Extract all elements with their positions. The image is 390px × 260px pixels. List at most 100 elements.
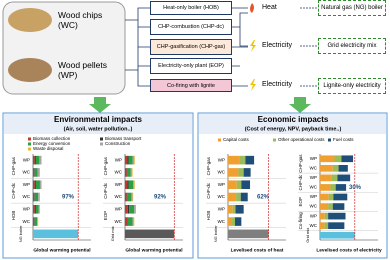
row-label: WC [310,166,318,171]
bar-segment [228,192,237,202]
panel-subtitle: (Air, soil, water pollution..) [64,126,133,132]
reference-label: NG boiler [18,225,23,243]
bar-segment [332,164,339,172]
group-label: CHP-dc [103,182,108,199]
bar-segment [232,217,235,226]
row-label: WP [310,194,317,199]
legend-swatch [28,147,31,151]
row-label: WC [115,219,123,224]
bar-segment [39,180,42,190]
bar-segment [320,212,325,220]
bar-segment [127,217,128,226]
bar-segment [243,168,251,177]
group-label: EOP [103,211,108,221]
bar-segment [37,217,39,226]
bar-segment [234,217,242,226]
bar-segment [39,155,42,165]
group-label: EOP [298,197,303,207]
reduction-annotation: 92% [154,195,167,201]
bar-segment [334,155,342,163]
bar-segment [133,217,135,226]
bar-segment [331,174,338,182]
bar-segment [320,155,335,163]
reference-label: Grid mix [305,228,310,243]
group-label: CHP-gas [11,156,16,175]
bar-segment [125,168,127,177]
reduction-annotation: 30% [349,185,362,191]
bar-segment [35,180,40,190]
panel-title: Environmental impacts [54,115,143,124]
bar-segment [228,204,233,214]
row-label: WC [115,194,123,199]
bar-segment [127,180,129,190]
bar-segment [228,168,239,177]
bar-segment [240,192,248,202]
panel-header [199,114,386,134]
bar-segment [245,155,255,165]
down-arrow [89,97,111,113]
reference-box: Grid electricity mix [318,38,386,54]
tech-box: Co-firing with lignite [150,79,232,92]
bar-segment [129,204,135,214]
bar-segment [39,192,40,202]
row-label: WP [310,213,317,218]
legend-label: Biomass transport [105,136,142,141]
row-label: WP [218,206,225,211]
bar-segment [333,193,348,201]
bar-segment [127,217,133,226]
bar-segment [328,203,333,210]
bar-segment [37,217,38,226]
bar-segment [35,204,39,214]
bar-segment [125,204,128,214]
group-label: CHP-dc [206,182,211,199]
bar-segment [133,180,135,190]
bar-segment [341,155,354,163]
bar-segment [238,168,244,177]
bar-segment [328,222,345,230]
bar-segment [34,192,35,202]
bar-segment [132,192,134,202]
row-label: WP [310,156,317,161]
legend-swatch [28,137,31,141]
bar-segment [39,168,40,177]
bar-segment [131,192,133,202]
group-label: CHP-dc [11,182,16,199]
bar-segment [320,203,329,210]
reference-label: Grid mix [110,226,115,241]
bar-segment [228,155,240,165]
bar-segment [228,180,237,190]
bar-segment [324,222,329,230]
bar-segment [127,204,130,214]
group-label: CHP-gas [103,156,108,175]
reference-box: Natural gas (NG) boiler [318,0,386,16]
legend-label: Fuel costs [333,137,354,142]
x-axis-label: Levelised costs of electricity [316,247,382,253]
bar-segment [239,155,246,165]
bar-segment [320,174,332,182]
tech-box: CHP-gasification (CHP-gas) [150,39,232,55]
output-label: Heat [262,4,277,11]
bar-segment [134,204,136,214]
reduction-annotation: 62% [257,195,270,201]
row-label: WC [23,194,31,199]
bar-segment [34,217,38,226]
bar-segment [37,168,40,177]
legend-label: Energy conversion [33,141,71,146]
row-label: WC [218,194,226,199]
bar-segment [328,212,346,220]
bar-segment [330,184,336,191]
row-label: WP [218,182,225,187]
output-label: Electricity [262,42,292,49]
row-label: WP [23,157,30,162]
row-label: WC [310,223,318,228]
bar-segment [33,168,35,177]
tech-box: CHP-combustion (CHP-dc) [150,19,232,35]
legend-swatch [328,138,331,142]
bar-segment [337,174,351,182]
bar-segment [338,164,348,172]
bar-segment [39,204,40,214]
source-label: Wood chips (WC) [58,10,103,30]
pellets-image [8,58,52,82]
